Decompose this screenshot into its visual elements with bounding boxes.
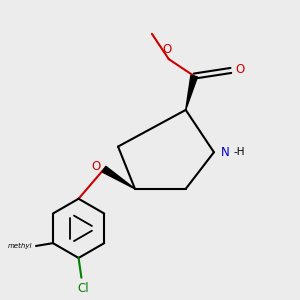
Text: O: O xyxy=(163,43,172,56)
Text: O: O xyxy=(235,62,244,76)
Text: Cl: Cl xyxy=(77,282,88,295)
Polygon shape xyxy=(186,75,197,110)
Text: N: N xyxy=(221,146,230,159)
Text: -H: -H xyxy=(233,147,244,157)
Text: methyl: methyl xyxy=(7,243,32,249)
Text: O: O xyxy=(91,160,101,173)
Polygon shape xyxy=(102,166,135,189)
